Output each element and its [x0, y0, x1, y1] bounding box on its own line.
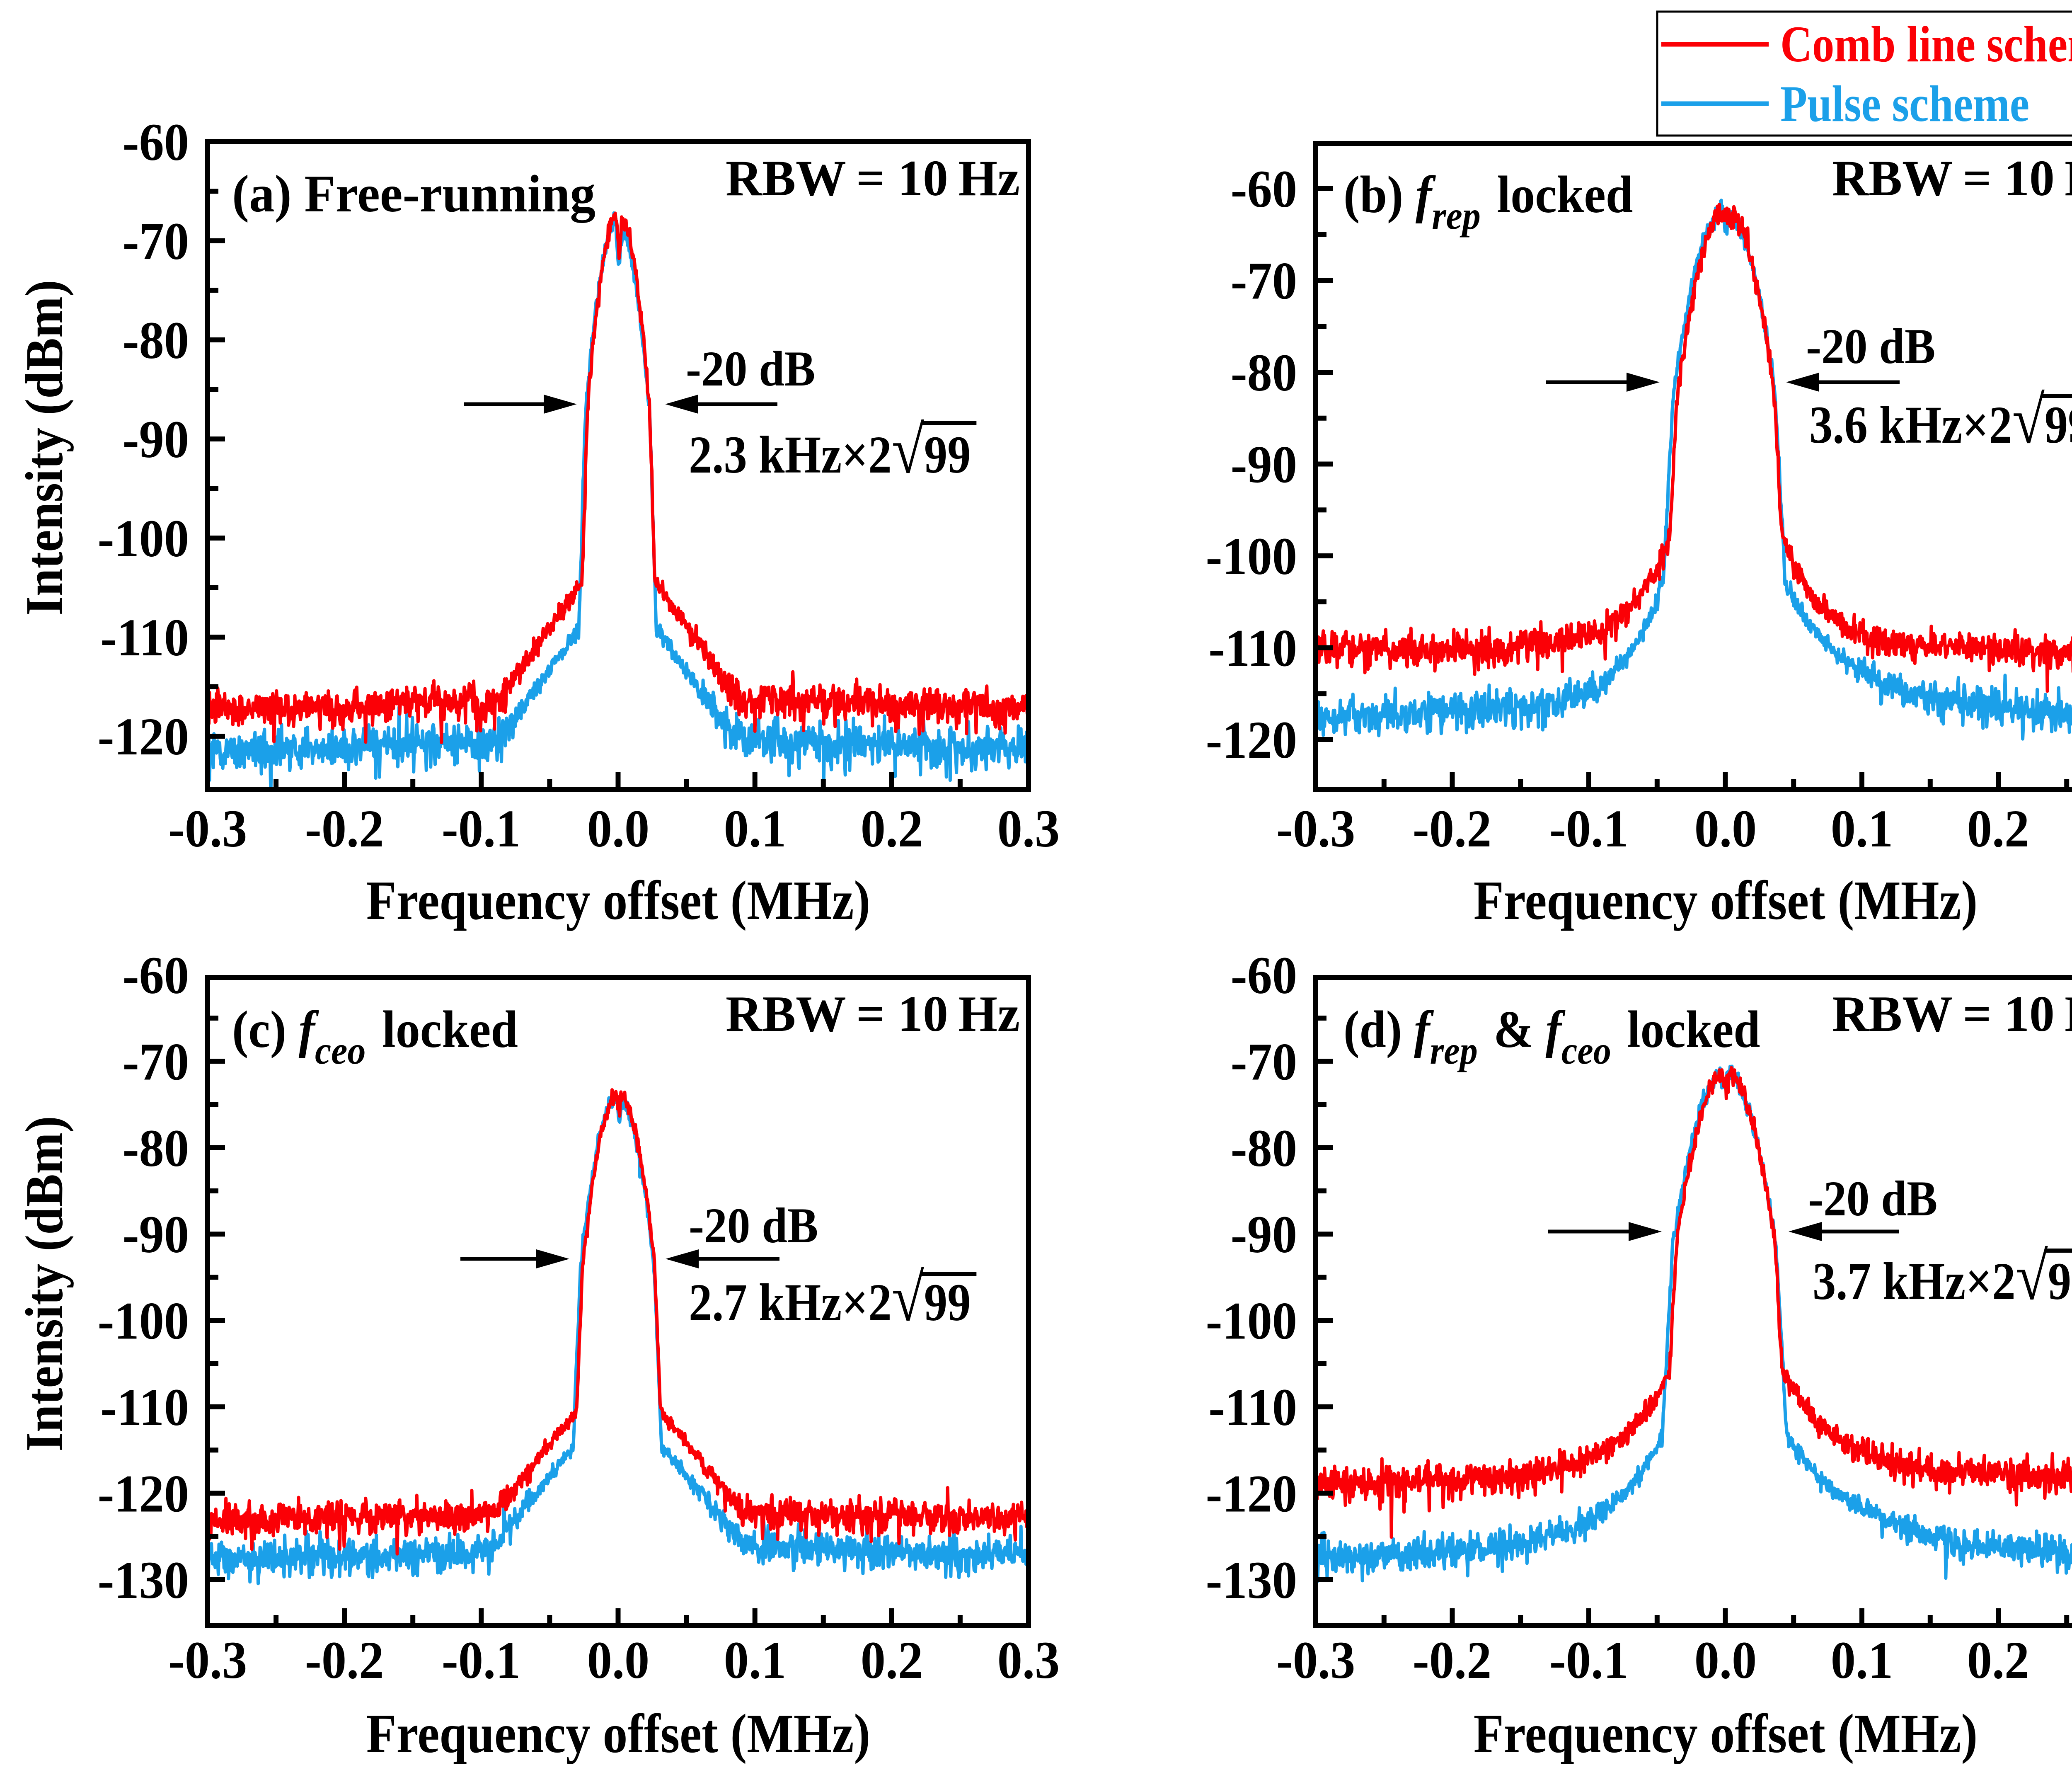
svg-text:-100: -100 [1205, 1291, 1297, 1350]
svg-text:-130: -130 [97, 1550, 189, 1609]
svg-text:-0.3: -0.3 [168, 1631, 247, 1690]
svg-text:3.7 kHz×2√99: 3.7 kHz×2√99 [1813, 1240, 2072, 1314]
svg-text:0.2: 0.2 [1967, 1631, 2029, 1690]
svg-text:-0.3: -0.3 [1276, 1631, 1355, 1690]
svg-text:-0.3: -0.3 [168, 799, 247, 858]
svg-text:3.6 kHz×2√99: 3.6 kHz×2√99 [1809, 383, 2072, 458]
svg-text:-90: -90 [1231, 1205, 1297, 1264]
svg-text:-80: -80 [123, 1118, 189, 1177]
svg-text:-120: -120 [1205, 710, 1297, 769]
svg-text:-20 dB: -20 dB [1806, 319, 1935, 374]
svg-text:-20 dB: -20 dB [686, 341, 815, 397]
svg-text:-70: -70 [1231, 1032, 1297, 1091]
svg-text:0.2: 0.2 [861, 799, 923, 858]
svg-text:-20 dB: -20 dB [1808, 1171, 1937, 1227]
svg-text:-0.1: -0.1 [442, 1631, 520, 1690]
svg-text:-90: -90 [1231, 435, 1297, 494]
svg-text:0.2: 0.2 [1967, 799, 2029, 858]
svg-text:(a) Free-running: (a) Free-running [232, 165, 595, 223]
svg-text:-60: -60 [123, 946, 189, 1005]
svg-text:-100: -100 [1205, 527, 1297, 586]
svg-text:-60: -60 [1231, 946, 1297, 1005]
svg-text:-20 dB: -20 dB [689, 1198, 818, 1253]
svg-text:0.2: 0.2 [861, 1631, 923, 1690]
svg-text:-0.2: -0.2 [305, 799, 384, 858]
svg-text:Pulse scheme: Pulse scheme [1780, 76, 2029, 133]
svg-text:-100: -100 [97, 509, 189, 568]
svg-text:-120: -120 [97, 707, 189, 766]
svg-text:-70: -70 [123, 212, 189, 271]
svg-text:2.3 kHz×2√99: 2.3 kHz×2√99 [689, 413, 971, 487]
svg-text:RBW = 10 Hz: RBW = 10 Hz [1832, 986, 2072, 1042]
svg-text:-0.1: -0.1 [1549, 1631, 1628, 1690]
svg-text:-70: -70 [1231, 251, 1297, 310]
svg-text:-60: -60 [123, 113, 189, 172]
svg-text:-0.1: -0.1 [1549, 799, 1628, 858]
svg-text:-110: -110 [1208, 618, 1297, 677]
svg-text:Frequency offset (MHz): Frequency offset (MHz) [1474, 870, 1978, 931]
svg-text:-80: -80 [123, 311, 189, 370]
svg-text:-90: -90 [123, 1205, 189, 1264]
svg-text:Comb line scheme: Comb line scheme [1780, 16, 2072, 73]
svg-text:-0.2: -0.2 [305, 1631, 384, 1690]
svg-text:0.0: 0.0 [587, 1631, 649, 1690]
svg-text:(d) frep & fceo locked: (d) frep & fceo locked [1343, 1001, 1760, 1072]
svg-text:0.1: 0.1 [724, 799, 786, 858]
svg-text:Intensity (dBm): Intensity (dBm) [15, 1116, 74, 1452]
svg-text:-60: -60 [1231, 160, 1297, 218]
svg-text:RBW = 10 Hz: RBW = 10 Hz [726, 986, 1020, 1042]
svg-text:Intensity (dBm): Intensity (dBm) [15, 280, 74, 616]
svg-text:-110: -110 [100, 608, 189, 667]
svg-text:-130: -130 [1205, 1550, 1297, 1609]
svg-text:-120: -120 [97, 1464, 189, 1523]
svg-text:Frequency offset (MHz): Frequency offset (MHz) [366, 870, 870, 931]
svg-text:-100: -100 [97, 1291, 189, 1350]
svg-text:RBW = 10 Hz: RBW = 10 Hz [1832, 150, 2072, 206]
svg-text:0.0: 0.0 [1694, 799, 1757, 858]
svg-text:0.0: 0.0 [587, 799, 649, 858]
svg-text:0.1: 0.1 [724, 1631, 786, 1690]
svg-text:0.1: 0.1 [1831, 1631, 1893, 1690]
svg-text:Frequency offset (MHz): Frequency offset (MHz) [1474, 1703, 1978, 1765]
svg-text:0.3: 0.3 [997, 1631, 1060, 1690]
svg-text:Frequency offset (MHz): Frequency offset (MHz) [366, 1703, 870, 1765]
svg-text:0.1: 0.1 [1831, 799, 1893, 858]
svg-text:-90: -90 [123, 410, 189, 469]
svg-text:(b) frep locked: (b) frep locked [1343, 165, 1633, 238]
svg-text:-110: -110 [100, 1378, 189, 1437]
svg-text:0.3: 0.3 [997, 799, 1060, 858]
svg-text:-0.1: -0.1 [442, 799, 520, 858]
svg-text:-80: -80 [1231, 343, 1297, 402]
svg-text:(c) fceo locked: (c) fceo locked [232, 1000, 518, 1072]
svg-text:-120: -120 [1205, 1464, 1297, 1523]
svg-text:RBW = 10 Hz: RBW = 10 Hz [726, 150, 1020, 206]
svg-text:-0.2: -0.2 [1413, 1631, 1491, 1690]
svg-text:0.0: 0.0 [1694, 1631, 1757, 1690]
svg-text:-110: -110 [1208, 1378, 1297, 1437]
svg-text:-0.2: -0.2 [1413, 799, 1491, 858]
svg-text:-70: -70 [123, 1032, 189, 1091]
svg-text:-0.3: -0.3 [1276, 799, 1355, 858]
svg-text:-80: -80 [1231, 1118, 1297, 1177]
